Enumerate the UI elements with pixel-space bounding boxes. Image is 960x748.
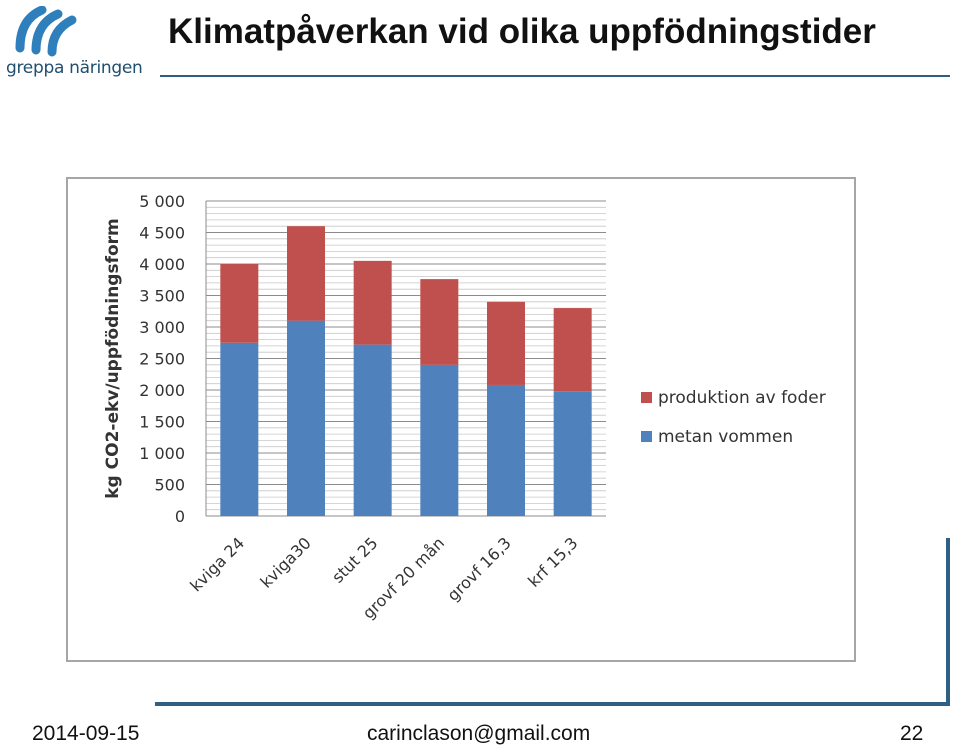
y-tick-label: 4 500 bbox=[139, 224, 185, 243]
y-tick-label: 4 000 bbox=[139, 255, 185, 274]
bar-segment bbox=[220, 342, 259, 516]
bar-segment bbox=[353, 344, 392, 516]
title-underline bbox=[160, 75, 950, 77]
bar-segment bbox=[487, 384, 525, 516]
logo-stripe bbox=[47, 15, 77, 57]
y-tick-label: 2 500 bbox=[139, 350, 185, 369]
legend-swatch bbox=[641, 392, 652, 403]
bar-segment bbox=[287, 226, 325, 321]
y-tick-label: 1 000 bbox=[139, 444, 185, 463]
x-tick-label: kviga 24 bbox=[186, 533, 248, 595]
bar-segment bbox=[420, 279, 459, 365]
logo-text: greppa näringen bbox=[6, 58, 143, 78]
bar-segment bbox=[487, 301, 525, 385]
y-tick-label: 2 000 bbox=[139, 381, 185, 400]
bottom-rule bbox=[155, 702, 950, 706]
bar-segment bbox=[353, 260, 392, 345]
bar-segment bbox=[553, 391, 592, 516]
right-rule bbox=[946, 538, 950, 706]
legend-label: produktion av foder bbox=[658, 388, 826, 408]
bar-segment bbox=[420, 364, 459, 516]
x-tick-label: grovf 16,3 bbox=[443, 533, 514, 604]
y-tick-label: 0 bbox=[175, 507, 185, 526]
y-tick-label: 3 000 bbox=[139, 318, 185, 337]
y-tick-label: 3 500 bbox=[139, 287, 185, 306]
stacked-bar-chart: 5 000 4 500 4 000 3 500 3 000 2 500 2 000 1 500… bbox=[103, 192, 826, 623]
brand-logo: greppa näringen bbox=[6, 5, 151, 86]
x-tick-label: krf 15,3 bbox=[524, 533, 581, 590]
y-tick-label: 1 500 bbox=[139, 413, 185, 432]
x-tick-label: kviga30 bbox=[256, 533, 314, 591]
bar-segment bbox=[287, 320, 325, 516]
legend-swatch bbox=[641, 431, 652, 442]
footer-date: 2014-09-15 bbox=[32, 722, 140, 745]
footer-page-number: 22 bbox=[900, 722, 924, 745]
logo-mark-icon bbox=[15, 5, 77, 57]
y-tick-label: 5 000 bbox=[139, 192, 185, 211]
page-title: Klimatpåverkan vid olika uppfödningstide… bbox=[168, 12, 876, 51]
x-tick-label: stut 25 bbox=[328, 533, 381, 586]
y-axis-title: kg CO2-ekv/uppfödningsform bbox=[103, 218, 123, 499]
y-tick-label: 500 bbox=[154, 476, 185, 495]
bar-segment bbox=[553, 308, 592, 392]
footer-email: carinclason@gmail.com bbox=[367, 722, 591, 745]
bar-segment bbox=[220, 264, 259, 343]
legend-label: metan vommen bbox=[658, 427, 793, 447]
logo-stripe bbox=[31, 9, 63, 55]
logo-stripe bbox=[15, 5, 47, 53]
